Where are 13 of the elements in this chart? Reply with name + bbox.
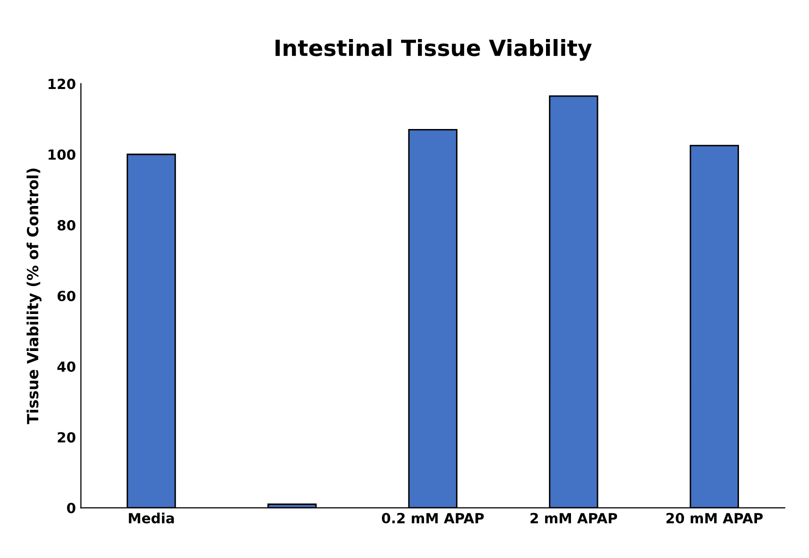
y-tick-label: 0: [67, 502, 76, 514]
x-tick-label: 20 mM APAP: [666, 512, 763, 524]
x-tick-label: 2 mM APAP: [530, 512, 618, 524]
chart-title: Intestinal Tissue Viability: [276, 39, 592, 61]
y-tick-label: 20: [58, 432, 76, 443]
y-tick-label: 100: [48, 149, 76, 160]
y-tick-label: 40: [57, 361, 76, 372]
x-tick-label: Media: [128, 512, 174, 524]
y-axis-title: Tissue Viability (% of Control): [26, 168, 42, 424]
y-tick-label: 120: [48, 78, 76, 90]
y-tick-label: 60: [58, 290, 76, 302]
x-tick-label: 0.2 mM APAP: [382, 512, 484, 524]
y-tick-label: 80: [58, 220, 76, 231]
